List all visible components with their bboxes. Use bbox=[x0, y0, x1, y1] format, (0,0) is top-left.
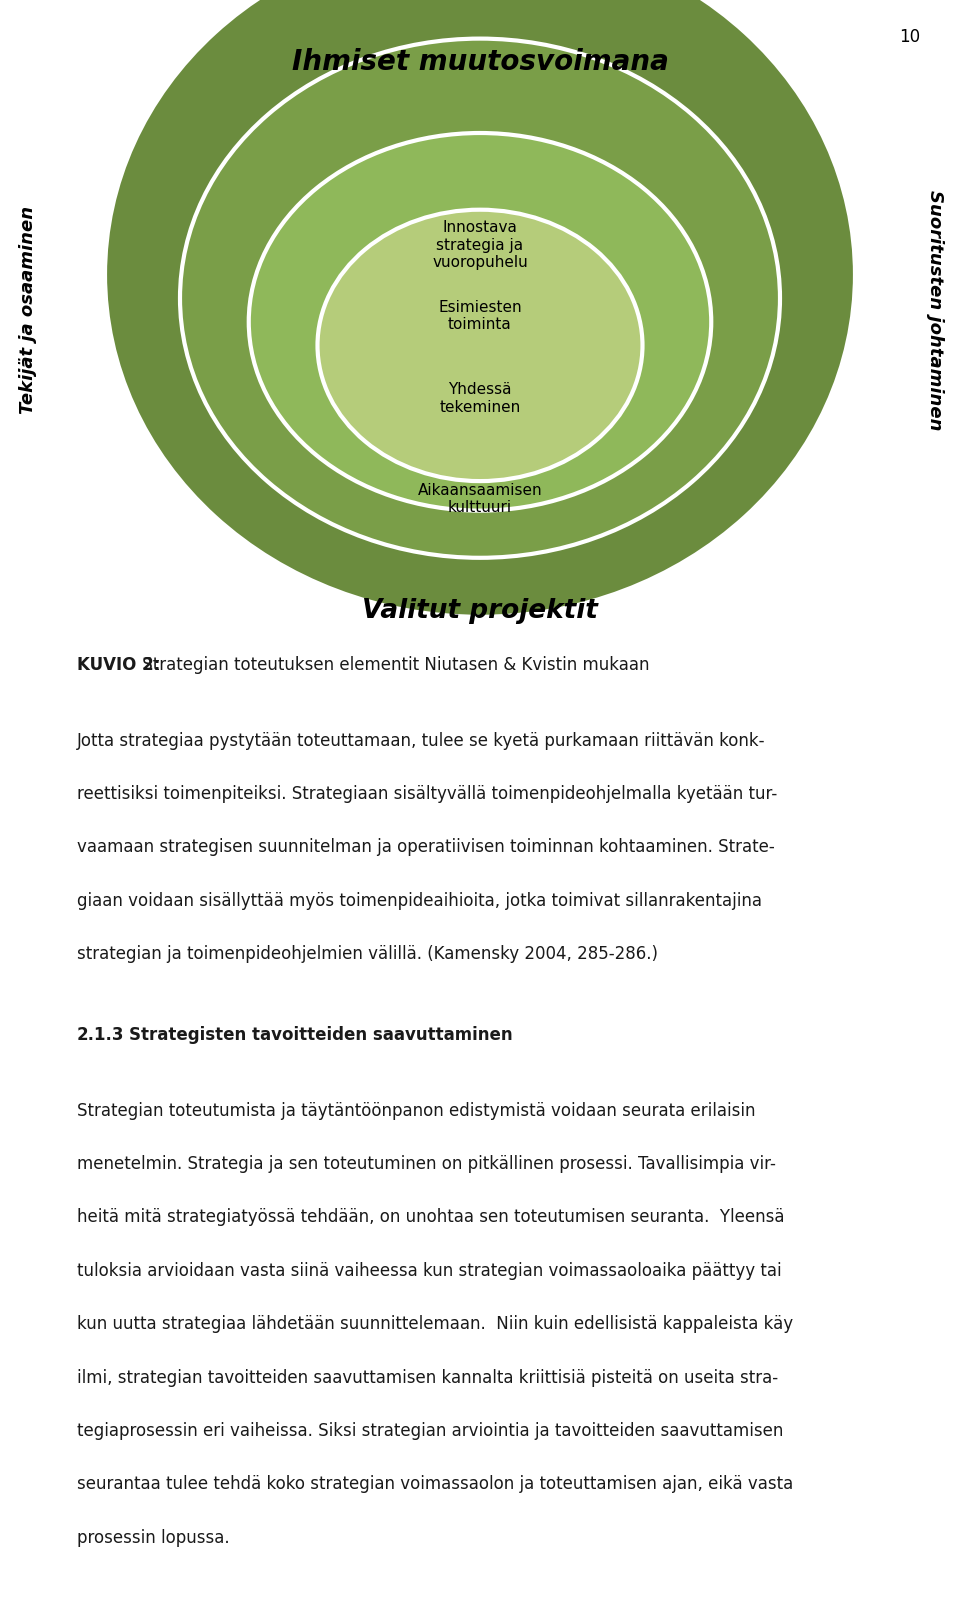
Text: Strategisten tavoitteiden saavuttaminen: Strategisten tavoitteiden saavuttaminen bbox=[129, 1026, 513, 1044]
Text: Suoritusten johtaminen: Suoritusten johtaminen bbox=[926, 191, 944, 431]
Text: heitä mitä strategiatyössä tehdään, on unohtaa sen toteutumisen seuranta.  Yleen: heitä mitä strategiatyössä tehdään, on u… bbox=[77, 1209, 784, 1226]
Text: tuloksia arvioidaan vasta siinä vaiheessa kun strategian voimassaoloaika päättyy: tuloksia arvioidaan vasta siinä vaiheess… bbox=[77, 1262, 781, 1279]
Text: reettisiksi toimenpiteiksi. Strategiaan sisältyvällä toimenpideohjelmalla kyetää: reettisiksi toimenpiteiksi. Strategiaan … bbox=[77, 784, 777, 804]
Text: KUVIO 2:: KUVIO 2: bbox=[77, 656, 160, 674]
Text: Innostava
strategia ja
vuoropuhelu: Innostava strategia ja vuoropuhelu bbox=[432, 221, 528, 271]
Text: menetelmin. Strategia ja sen toteutuminen on pitkällinen prosessi. Tavallisimpia: menetelmin. Strategia ja sen toteutumine… bbox=[77, 1154, 776, 1174]
Text: Strategian toteutumista ja täytäntöönpanon edistymistä voidaan seurata erilaisin: Strategian toteutumista ja täytäntöönpan… bbox=[77, 1101, 756, 1119]
Ellipse shape bbox=[105, 0, 855, 616]
Text: prosessin lopussa.: prosessin lopussa. bbox=[77, 1529, 229, 1547]
Text: Ihmiset muutosvoimana: Ihmiset muutosvoimana bbox=[292, 48, 668, 75]
Text: kun uutta strategiaa lähdetään suunnittelemaan.  Niin kuin edellisistä kappaleis: kun uutta strategiaa lähdetään suunnitte… bbox=[77, 1314, 793, 1334]
Text: Jotta strategiaa pystytään toteuttamaan, tulee se kyetä purkamaan riittävän konk: Jotta strategiaa pystytään toteuttamaan,… bbox=[77, 732, 765, 749]
Text: giaan voidaan sisällyttää myös toimenpideaihioita, jotka toimivat sillanrakentaj: giaan voidaan sisällyttää myös toimenpid… bbox=[77, 892, 762, 909]
Text: Valitut projektit: Valitut projektit bbox=[362, 599, 598, 624]
Text: strategian ja toimenpideohjelmien välillä. (Kamensky 2004, 285-286.): strategian ja toimenpideohjelmien välill… bbox=[77, 945, 658, 964]
Text: Yhdessä
tekeminen: Yhdessä tekeminen bbox=[440, 383, 520, 415]
Ellipse shape bbox=[249, 133, 711, 511]
Text: seurantaa tulee tehdä koko strategian voimassaolon ja toteuttamisen ajan, eikä v: seurantaa tulee tehdä koko strategian vo… bbox=[77, 1475, 793, 1494]
Text: vaamaan strategisen suunnitelman ja operatiivisen toiminnan kohtaaminen. Strate-: vaamaan strategisen suunnitelman ja oper… bbox=[77, 839, 775, 857]
Text: 2.1.3: 2.1.3 bbox=[77, 1026, 124, 1044]
Text: Esimiesten
toiminta: Esimiesten toiminta bbox=[438, 299, 522, 331]
Text: 10: 10 bbox=[899, 27, 920, 46]
Ellipse shape bbox=[180, 38, 780, 557]
Text: tegiaprosessin eri vaiheissa. Siksi strategian arviointia ja tavoitteiden saavut: tegiaprosessin eri vaiheissa. Siksi stra… bbox=[77, 1422, 783, 1439]
Text: ilmi, strategian tavoitteiden saavuttamisen kannalta kriittisiä pisteitä on usei: ilmi, strategian tavoitteiden saavuttami… bbox=[77, 1369, 778, 1386]
Text: Tekijät ja osaaminen: Tekijät ja osaaminen bbox=[19, 207, 37, 415]
Text: Strategian toteutuksen elementit Niutasen & Kvistin mukaan: Strategian toteutuksen elementit Niutase… bbox=[137, 656, 649, 674]
Ellipse shape bbox=[318, 210, 642, 480]
Text: Aikaansaamisen
kulttuuri: Aikaansaamisen kulttuuri bbox=[418, 482, 542, 516]
